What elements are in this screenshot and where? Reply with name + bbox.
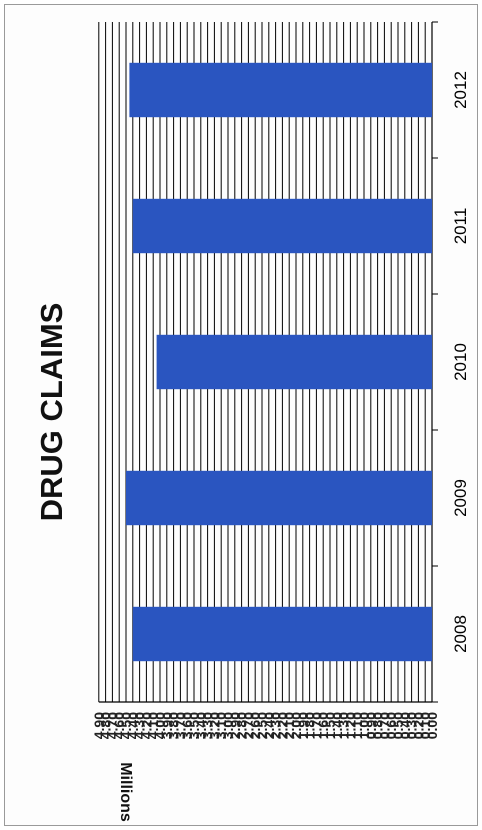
value-tick-label: 3.60	[179, 712, 195, 739]
value-tick-label: 0.40	[397, 712, 413, 739]
value-tick-label: 0.80	[370, 712, 386, 739]
value-tick-label: 4.60	[111, 712, 127, 739]
category-label-2008: 2008	[451, 615, 470, 653]
value-tick-label: 1.20	[342, 712, 358, 739]
value-tick-label: 3.40	[193, 712, 209, 739]
value-tick-label: 2.30	[268, 712, 284, 739]
value-tick-label: 0.70	[376, 712, 392, 739]
value-tick-label: 4.50	[118, 712, 134, 739]
value-tick-label: 4.00	[152, 712, 168, 739]
value-tick-label: 1.00	[356, 712, 372, 739]
value-tick-label: 1.70	[308, 712, 324, 739]
value-tick-label: 1.80	[302, 712, 318, 739]
value-tick-label: 0.00	[424, 712, 440, 739]
value-tick-label: 3.80	[166, 712, 182, 739]
category-label-2010: 2010	[451, 343, 470, 381]
value-tick-label: 2.50	[254, 712, 270, 739]
value-tick-label: 0.30	[404, 712, 420, 739]
category-label-2009: 2009	[451, 479, 470, 517]
category-label-2012: 2012	[451, 71, 470, 109]
value-tick-label: 4.70	[104, 712, 120, 739]
value-tick-label: 1.40	[329, 712, 345, 739]
value-tick-label: 2.40	[261, 712, 277, 739]
value-tick-label: 3.10	[213, 712, 229, 739]
value-tick-label: 2.70	[240, 712, 256, 739]
value-tick-label: 4.40	[125, 712, 141, 739]
value-tick-label: 3.90	[159, 712, 175, 739]
value-tick-labels: 0.000.100.200.300.400.500.600.700.800.90…	[91, 712, 440, 739]
bar-2012	[129, 62, 432, 118]
bar-2009	[126, 470, 432, 526]
value-tick-label: 3.30	[200, 712, 216, 739]
value-tick-label: 0.90	[363, 712, 379, 739]
value-tick-label: 1.10	[349, 712, 365, 739]
bar-2011	[132, 198, 433, 254]
value-tick-label: 2.20	[274, 712, 290, 739]
chart-title: DRUG CLAIMS	[34, 303, 69, 522]
value-tick-label: 2.00	[288, 712, 304, 739]
value-tick-label: 2.10	[281, 712, 297, 739]
value-tick-label: 0.20	[410, 712, 426, 739]
value-tick-label: 1.50	[322, 712, 338, 739]
value-tick-label: 3.70	[172, 712, 188, 739]
value-tick-label: 2.90	[227, 712, 243, 739]
bar-2010	[156, 334, 432, 390]
bars	[126, 62, 433, 662]
value-tick-label: 1.90	[295, 712, 311, 739]
value-tick-label: 3.20	[206, 712, 222, 739]
value-tick-label: 4.30	[132, 712, 148, 739]
value-tick-label: 0.60	[383, 712, 399, 739]
category-label-2011: 2011	[451, 208, 470, 245]
value-tick-label: 1.60	[315, 712, 331, 739]
value-tick-label: 4.80	[98, 712, 114, 739]
value-tick-label: 4.90	[91, 712, 107, 739]
value-tick-label: 2.80	[234, 712, 250, 739]
chart-frame	[4, 4, 478, 826]
value-tick-label: 4.20	[138, 712, 154, 739]
value-tick-label: 2.60	[247, 712, 263, 739]
value-tick-label: 3.00	[220, 712, 236, 739]
y-axis-title: Millions	[117, 762, 134, 822]
value-tick-label: 0.10	[417, 712, 433, 739]
value-tick-label: 1.30	[336, 712, 352, 739]
bar-2008	[132, 606, 433, 662]
value-tick-label: 3.50	[186, 712, 202, 739]
value-tick-label: 4.10	[145, 712, 161, 739]
value-tick-label: 0.50	[390, 712, 406, 739]
